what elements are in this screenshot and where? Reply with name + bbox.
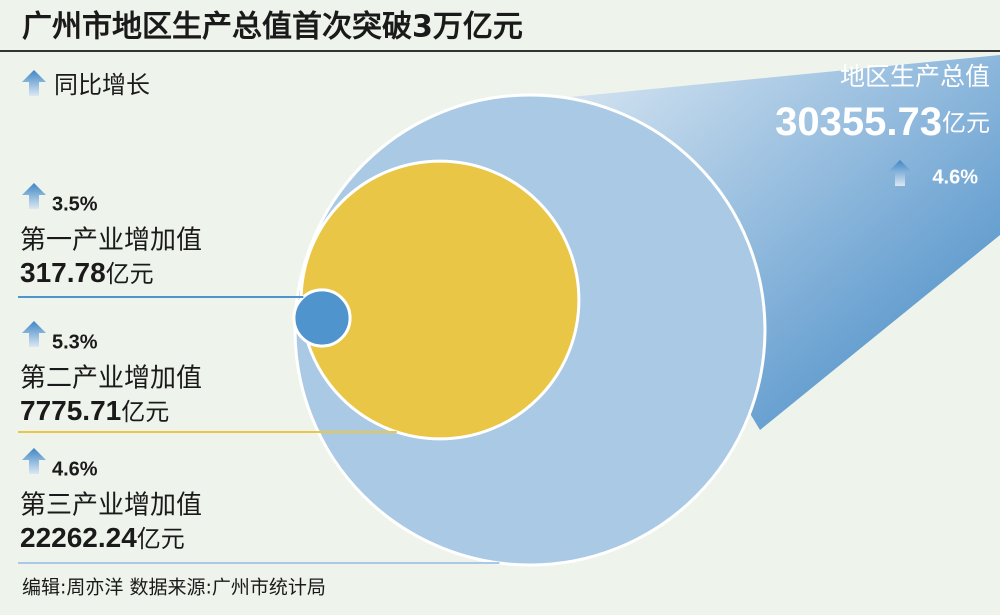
- total-name: 地区生产总值: [840, 62, 990, 91]
- category-name: 第二产业增加值: [20, 364, 202, 394]
- growth-label: 5.3%: [52, 331, 98, 353]
- value-circle: [292, 288, 352, 348]
- category-name: 第三产业增加值: [20, 491, 202, 521]
- total-unit: 亿元: [942, 109, 990, 137]
- value-label: 22262.24: [20, 522, 137, 553]
- total-value-line: 30355.73亿元: [775, 100, 990, 144]
- growth-label: 4.6%: [52, 458, 98, 480]
- footer: 编辑:周亦洋 数据来源:广州市统计局: [22, 577, 326, 599]
- value-unit: 亿元: [106, 260, 154, 288]
- value-unit: 亿元: [121, 398, 169, 426]
- category-name: 第一产业增加值: [20, 226, 202, 256]
- value-line: 317.78亿元: [20, 257, 154, 288]
- total-growth: 4.6%: [932, 166, 978, 188]
- total-value: 30355.73: [775, 100, 942, 144]
- value-line: 22262.24亿元: [20, 522, 185, 553]
- growth-label: 3.5%: [52, 193, 98, 215]
- title: 广州市地区生产总值首次突破3万亿元: [22, 10, 523, 45]
- value-line: 7775.71亿元: [20, 395, 169, 426]
- value-label: 317.78: [20, 257, 106, 288]
- value-unit: 亿元: [137, 525, 185, 553]
- legend-text: 同比增长: [54, 71, 150, 99]
- value-label: 7775.71: [20, 395, 121, 426]
